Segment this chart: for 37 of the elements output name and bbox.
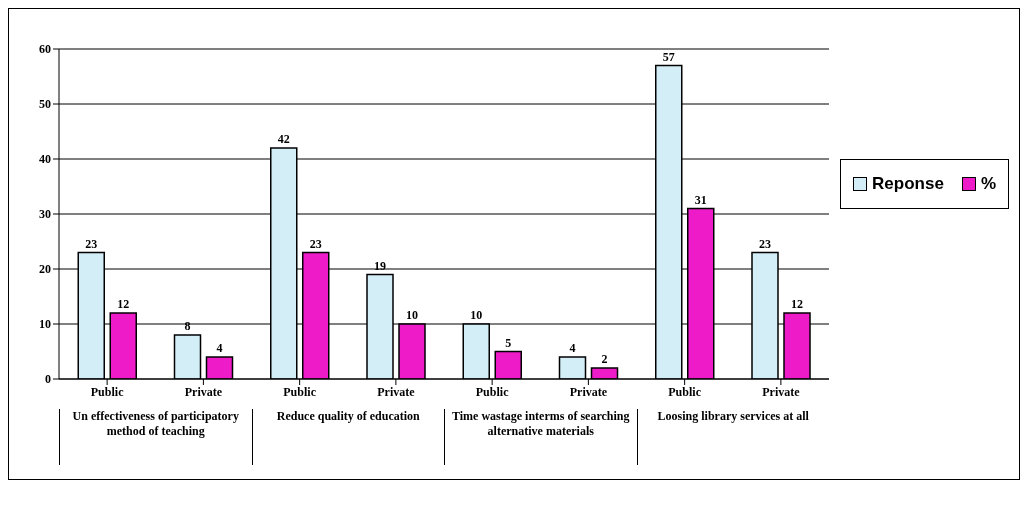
data-label: 8	[184, 319, 191, 333]
y-tick-label: 20	[39, 262, 51, 277]
y-tick-label: 30	[39, 207, 51, 222]
x-tick-label: Private	[184, 384, 223, 399]
data-label: 42	[277, 132, 290, 146]
data-label: 31	[694, 192, 707, 207]
y-tick-label: 40	[39, 152, 51, 167]
data-label: 12	[791, 297, 803, 311]
data-label: 4	[216, 341, 223, 355]
data-label: 10	[470, 308, 483, 322]
y-tick-label: 0	[45, 372, 51, 387]
legend-label: %	[980, 174, 996, 194]
x-tick-label: Private	[762, 384, 801, 399]
text: Un effectiveness of participatory method of teaching	[59, 409, 252, 465]
text: Time wastage interms of searching alternative materials	[444, 409, 637, 465]
text: Reduce quality of education	[251, 409, 444, 465]
x-tick-label: Public	[90, 384, 125, 399]
data-label: 12	[117, 297, 130, 311]
x-tick-label: Private	[569, 384, 608, 399]
data-label: 23	[309, 236, 322, 251]
x-tick-label: Public	[668, 384, 702, 399]
data-label: 57	[662, 49, 675, 64]
data-label: 2	[601, 352, 608, 366]
data-label: 10	[406, 308, 418, 322]
data-label: 23	[85, 236, 98, 251]
legend-label: Reponse	[872, 174, 944, 194]
data-label: 5	[505, 335, 512, 350]
x-tick-label: Public	[283, 384, 317, 399]
x-tick-label: Public	[475, 384, 510, 399]
y-tick-label: 10	[39, 317, 51, 332]
text: Loosing library services at all	[636, 409, 829, 465]
y-tick-label: 60	[39, 42, 51, 57]
x-tick-label: Private	[377, 384, 416, 399]
data-label: 4	[569, 341, 576, 355]
data-label: 19	[374, 258, 386, 273]
y-tick-label: 50	[39, 97, 51, 112]
data-label: 23	[759, 236, 771, 251]
